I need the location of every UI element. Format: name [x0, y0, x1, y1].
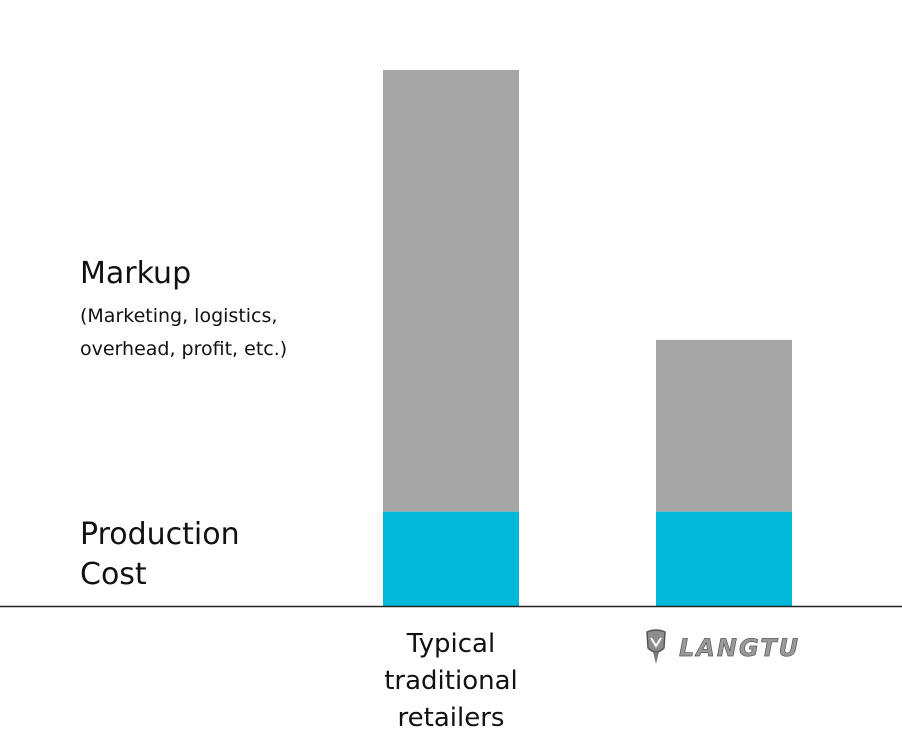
bar-production-cost-langtu: [656, 511, 792, 606]
bar-markup-typical-traditional-retailers: [383, 70, 519, 512]
bar-markup-langtu: [656, 339, 792, 512]
markup-legend-title: Markup: [80, 256, 192, 291]
category-label-traditional-retailers: Typical traditional retailers: [384, 629, 518, 733]
langtu-logo: LANGTU: [646, 629, 800, 664]
production-cost-legend-label: Production Cost: [80, 517, 240, 592]
langtu-helmet-logo-icon: [646, 629, 666, 664]
markup-legend-note: (Marketing, logistics, overhead, profit,…: [80, 305, 288, 360]
bar-production-cost-typical-traditional-retailers: [383, 511, 519, 606]
langtu-logo-text: LANGTU: [679, 634, 800, 662]
